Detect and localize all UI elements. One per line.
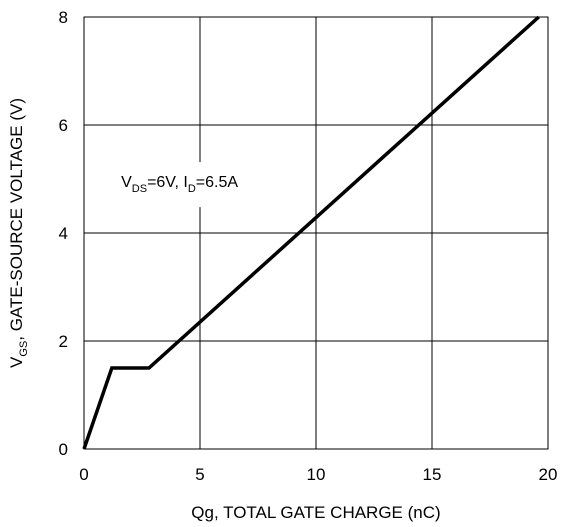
annotation-v-main: V <box>121 174 132 191</box>
x-tick-label-5: 5 <box>195 465 204 484</box>
y-tick-label-6: 6 <box>59 116 68 135</box>
y-tick-label-2: 2 <box>59 332 68 351</box>
tick-labels: 0 5 10 15 20 0 2 4 6 8 <box>59 8 558 484</box>
plot-border <box>83 16 549 450</box>
grid <box>84 17 548 449</box>
series-group <box>82 15 540 450</box>
y-tick-label-0: 0 <box>59 440 68 459</box>
y-axis-label: VGS, GATE-SOURCE VOLTAGE (V) <box>7 98 30 368</box>
annotation-v-sub: DS <box>132 183 147 195</box>
y-axis-label-sub: GS <box>18 341 30 357</box>
y-tick-label-8: 8 <box>59 8 68 27</box>
y-tick-label-4: 4 <box>59 224 68 243</box>
x-tick-label-0: 0 <box>79 465 88 484</box>
annotation-i-rest: =6.5A <box>196 174 239 191</box>
x-tick-label-10: 10 <box>307 465 326 484</box>
annotation-v-rest: =6V, I <box>147 174 188 191</box>
plot-frame <box>83 16 549 450</box>
annotation-group: VDS=6V, ID=6.5A <box>113 162 271 208</box>
annotation-i-sub: D <box>188 183 196 195</box>
annotation-text: VDS=6V, ID=6.5A <box>121 174 238 195</box>
y-axis-label-main: V <box>7 356 26 368</box>
x-tick-label-20: 20 <box>539 465 558 484</box>
series-line-0 <box>82 15 540 450</box>
y-axis-label-rest: , GATE-SOURCE VOLTAGE (V) <box>7 98 26 341</box>
annotation-background <box>113 162 271 208</box>
x-axis-label: Qg, TOTAL GATE CHARGE (nC) <box>191 503 440 522</box>
x-tick-label-15: 15 <box>423 465 442 484</box>
